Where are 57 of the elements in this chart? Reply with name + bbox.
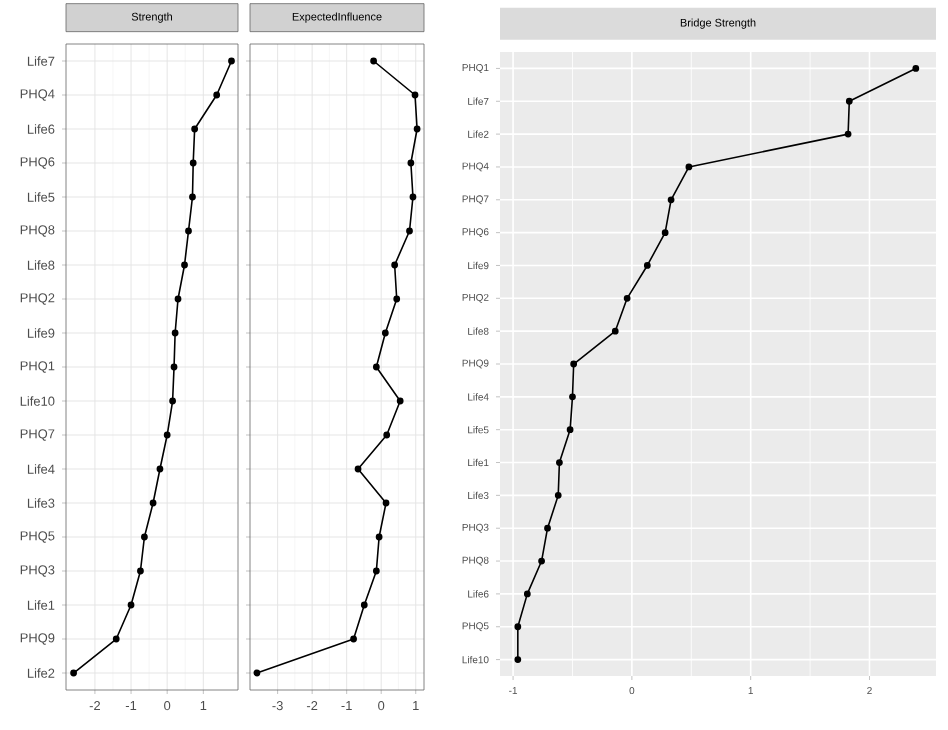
- point: [411, 91, 419, 99]
- point: [407, 159, 415, 167]
- point: [391, 261, 399, 269]
- point: [661, 229, 669, 237]
- point: [566, 426, 574, 434]
- point: [112, 635, 120, 643]
- point: [171, 329, 179, 337]
- point: [372, 363, 380, 371]
- point: [623, 294, 631, 302]
- point: [170, 363, 178, 371]
- point: [70, 669, 77, 677]
- point: [354, 465, 362, 473]
- point: [556, 459, 563, 466]
- point: [554, 491, 562, 499]
- point: [156, 465, 164, 473]
- point: [382, 499, 390, 507]
- point: [350, 635, 357, 643]
- point: [189, 159, 197, 167]
- point: [409, 193, 417, 201]
- point: [514, 656, 522, 663]
- point: [191, 125, 199, 133]
- point: [174, 295, 182, 303]
- point: [844, 130, 852, 138]
- point: [137, 567, 144, 575]
- point: [228, 57, 235, 65]
- point: [127, 601, 135, 609]
- point: [375, 533, 383, 541]
- point: [667, 196, 675, 204]
- point: [253, 669, 261, 677]
- point: [163, 431, 171, 439]
- point: [185, 227, 192, 235]
- point: [393, 295, 401, 303]
- point: [406, 227, 413, 235]
- point: [685, 163, 693, 171]
- point: [912, 65, 920, 72]
- point: [169, 397, 176, 405]
- point: [141, 533, 148, 541]
- point: [845, 97, 853, 105]
- point: [611, 327, 619, 335]
- point: [181, 261, 188, 269]
- point: [544, 524, 551, 532]
- point: [189, 193, 196, 201]
- point: [370, 57, 377, 65]
- point: [372, 567, 380, 575]
- point: [149, 499, 157, 507]
- point: [523, 590, 531, 598]
- point: [538, 557, 545, 565]
- point: [643, 262, 651, 269]
- point: [360, 601, 368, 609]
- point: [381, 329, 389, 337]
- point: [514, 623, 522, 631]
- point: [570, 360, 578, 368]
- point: [213, 91, 221, 99]
- point: [383, 431, 391, 439]
- point: [396, 397, 404, 405]
- point: [569, 393, 576, 401]
- point: [413, 125, 421, 133]
